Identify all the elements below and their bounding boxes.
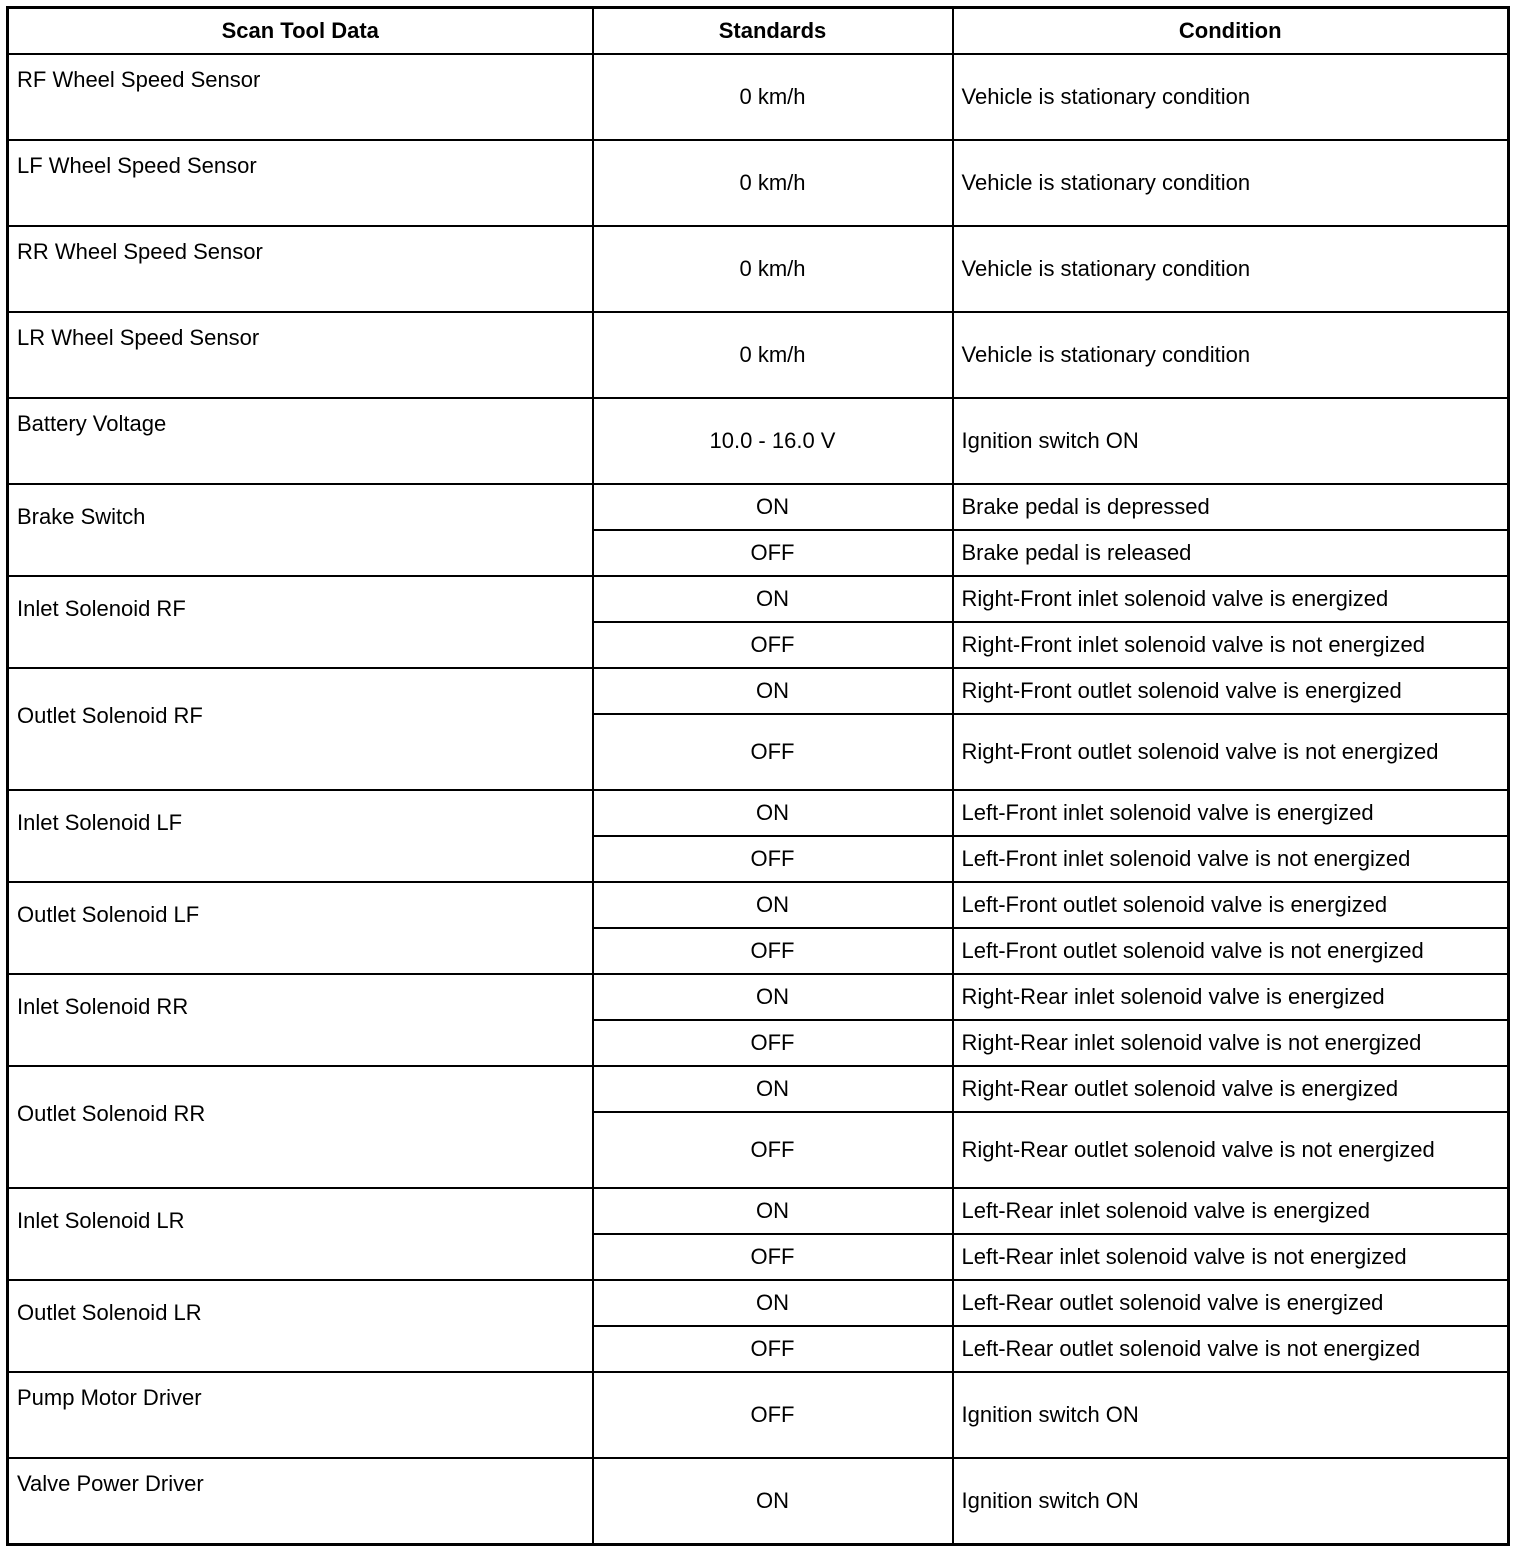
table-row: Battery Voltage 10.0 - 16.0 V Ignition swi… [6,397,1510,485]
parameter-name: Inlet Solenoid RR [6,973,594,1067]
standard-value: OFF [591,835,954,883]
parameter-name: Pump Motor Driver [6,1371,594,1459]
condition-text: Brake pedal is released [951,529,1510,577]
header-scan-tool-data: Scan Tool Data [6,6,594,55]
standard-value: 0 km/h [591,311,954,399]
standard-value: 0 km/h [591,225,954,313]
condition-text: Right-Rear outlet solenoid valve is ener… [951,1065,1510,1113]
table-row: Outlet Solenoid RR ON Right-Rear outlet so… [6,1065,1510,1189]
condition-text: Left-Front outlet solenoid valve is ener… [951,881,1510,929]
parameter-name: RF Wheel Speed Sensor [6,53,594,141]
condition-text: Right-Rear outlet solenoid valve is not … [951,1111,1510,1189]
table-row: Outlet Solenoid RF ON Right-Front outlet s… [6,667,1510,791]
table-row: Outlet Solenoid LF ON Left-Front outlet so… [6,881,1510,975]
standard-value: OFF [591,621,954,669]
parameter-name: Brake Switch [6,483,594,577]
table-row: RF Wheel Speed Sensor 0 km/h Vehicle is st… [6,53,1510,141]
condition-text: Ignition switch ON [951,1457,1510,1546]
condition-text: Right-Rear inlet solenoid valve is not e… [951,1019,1510,1067]
condition-text: Vehicle is stationary condition [951,53,1510,141]
table-row: Inlet Solenoid LR ON Left-Rear inlet solen… [6,1187,1510,1281]
standard-value: ON [591,575,954,623]
standard-value: OFF [591,1111,954,1189]
table-row: OFF Brake pedal is released [8,529,1510,577]
standard-value: ON [591,667,954,715]
standard-value: 0 km/h [591,139,954,227]
table-row: OFF Left-Front inlet solenoid valve is no… [8,835,1510,883]
table-row: OFF Right-Rear inlet solenoid valve is no… [8,1019,1510,1067]
scan-tool-data-table: Scan Tool Data Standards Condition RF Wh… [6,6,1510,1546]
condition-text: Left-Rear inlet solenoid valve is energi… [951,1187,1510,1235]
table-body: RF Wheel Speed Sensor 0 km/h Vehicle is st… [6,53,1510,1546]
standard-value: 10.0 - 16.0 V [591,397,954,485]
table-row: Inlet Solenoid LF ON Left-Front inlet sole… [6,789,1510,883]
standard-value: ON [591,973,954,1021]
table-row: Valve Power Driver ON Ignition switch ON [6,1457,1510,1546]
parameter-name: Outlet Solenoid RF [6,667,594,791]
standard-value: ON [591,1065,954,1113]
table-row: LF Wheel Speed Sensor 0 km/h Vehicle is st… [6,139,1510,227]
standard-value: 0 km/h [591,53,954,141]
table-row: OFF Left-Rear outlet solenoid valve is no… [8,1325,1510,1373]
table-row: OFF Right-Front outlet solenoid valve is … [8,713,1510,791]
parameter-name: Battery Voltage [6,397,594,485]
parameter-name: Outlet Solenoid LF [6,881,594,975]
condition-text: Vehicle is stationary condition [951,139,1510,227]
condition-text: Right-Front inlet solenoid valve is not … [951,621,1510,669]
condition-text: Left-Front outlet solenoid valve is not … [951,927,1510,975]
parameter-name: LF Wheel Speed Sensor [6,139,594,227]
header-row: Scan Tool Data Standards Condition [6,6,1510,55]
table-row: Outlet Solenoid LR ON Left-Rear outlet sol… [6,1279,1510,1373]
standard-value: OFF [591,713,954,791]
parameter-name: LR Wheel Speed Sensor [6,311,594,399]
condition-text: Ignition switch ON [951,1371,1510,1459]
condition-text: Left-Rear outlet solenoid valve is not e… [951,1325,1510,1373]
standard-value: ON [591,881,954,929]
header-condition: Condition [951,6,1510,55]
standard-value: OFF [591,1371,954,1459]
standard-value: OFF [591,1325,954,1373]
table-row: Pump Motor Driver OFF Ignition switch ON [6,1371,1510,1459]
standard-value: OFF [591,1019,954,1067]
condition-text: Left-Front inlet solenoid valve is energ… [951,789,1510,837]
condition-text: Right-Front outlet solenoid valve is ene… [951,667,1510,715]
table-row: Brake Switch ON Brake pedal is depressed [6,483,1510,577]
header-standards: Standards [591,6,954,55]
standard-value: ON [591,1457,954,1546]
condition-text: Ignition switch ON [951,397,1510,485]
standard-value: OFF [591,927,954,975]
condition-text: Vehicle is stationary condition [951,311,1510,399]
table-row: OFF Right-Rear outlet solenoid valve is n… [8,1111,1510,1189]
condition-text: Left-Rear inlet solenoid valve is not en… [951,1233,1510,1281]
parameter-name: Valve Power Driver [6,1457,594,1546]
condition-text: Vehicle is stationary condition [951,225,1510,313]
standard-value: ON [591,483,954,531]
condition-text: Left-Rear outlet solenoid valve is energ… [951,1279,1510,1327]
table-row: OFF Right-Front inlet solenoid valve is n… [8,621,1510,669]
standard-value: OFF [591,1233,954,1281]
standard-value: OFF [591,529,954,577]
parameter-name: Inlet Solenoid LF [6,789,594,883]
table-row: Inlet Solenoid RF ON Right-Front inlet sol… [6,575,1510,669]
standard-value: ON [591,789,954,837]
table-row: OFF Left-Front outlet solenoid valve is n… [8,927,1510,975]
parameter-name: Inlet Solenoid RF [6,575,594,669]
parameter-name: Inlet Solenoid LR [6,1187,594,1281]
parameter-name: Outlet Solenoid RR [6,1065,594,1189]
table-row: Inlet Solenoid RR ON Right-Rear inlet sole… [6,973,1510,1067]
table-row: LR Wheel Speed Sensor 0 km/h Vehicle is st… [6,311,1510,399]
table-row: OFF Left-Rear inlet solenoid valve is not… [8,1233,1510,1281]
parameter-name: Outlet Solenoid LR [6,1279,594,1373]
condition-text: Right-Front outlet solenoid valve is not… [951,713,1510,791]
condition-text: Left-Front inlet solenoid valve is not e… [951,835,1510,883]
standard-value: ON [591,1187,954,1235]
condition-text: Brake pedal is depressed [951,483,1510,531]
table-row: RR Wheel Speed Sensor 0 km/h Vehicle is st… [6,225,1510,313]
parameter-name: RR Wheel Speed Sensor [6,225,594,313]
standard-value: ON [591,1279,954,1327]
condition-text: Right-Front inlet solenoid valve is ener… [951,575,1510,623]
condition-text: Right-Rear inlet solenoid valve is energ… [951,973,1510,1021]
